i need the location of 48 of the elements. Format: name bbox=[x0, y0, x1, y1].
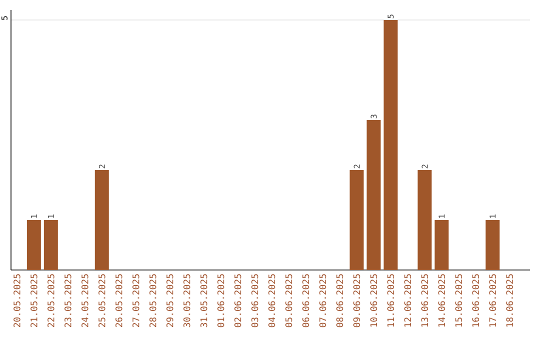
x-tick-label: 17.06.2025 bbox=[489, 274, 496, 327]
data-label: 1 bbox=[31, 214, 37, 218]
x-tick-label: 15.06.2025 bbox=[455, 274, 462, 327]
data-label: 1 bbox=[438, 214, 445, 218]
x-tick-label: 06.06.2025 bbox=[302, 274, 310, 328]
x-tick-label: 07.06.2025 bbox=[319, 274, 326, 328]
x-tick-label: 27.05.2025 bbox=[132, 274, 140, 328]
x-tick-label: 23.05.2025 bbox=[64, 274, 72, 328]
bar bbox=[434, 220, 449, 270]
x-tick-label: 02.06.2025 bbox=[234, 274, 242, 328]
x-tick-label: 25.05.2025 bbox=[98, 274, 106, 328]
bar bbox=[384, 20, 398, 270]
x-tick-label: 04.06.2025 bbox=[268, 274, 276, 328]
x-tick-label: 03.06.2025 bbox=[251, 274, 258, 328]
bar bbox=[418, 170, 432, 270]
data-label: 1 bbox=[490, 214, 496, 218]
x-tick-label: 30.05.2025 bbox=[183, 274, 190, 328]
x-tick-label: 24.05.2025 bbox=[82, 274, 88, 328]
x-tick-label: 18.06.2025 bbox=[506, 274, 514, 327]
x-tick-label: 14.06.2025 bbox=[438, 274, 446, 327]
x-tick-label: 26.05.2025 bbox=[115, 274, 122, 328]
data-label: 5 bbox=[388, 14, 394, 18]
x-tick-label: 28.05.2025 bbox=[149, 274, 156, 328]
x-tick-label: 16.06.2025 bbox=[472, 274, 480, 327]
x-tick-label: 08.06.2025 bbox=[336, 274, 344, 328]
data-label: 2 bbox=[354, 164, 360, 168]
bar bbox=[486, 220, 500, 270]
x-tick-label: 10.06.2025 bbox=[370, 274, 378, 327]
data-label: 3 bbox=[370, 114, 377, 118]
x-tick-label: 31.05.2025 bbox=[200, 274, 208, 328]
x-tick-label: 05.06.2025 bbox=[285, 274, 292, 328]
x-tick-label: 11.06.2025 bbox=[387, 274, 394, 327]
bar bbox=[366, 120, 381, 270]
bar bbox=[44, 220, 58, 270]
x-tick-label: 21.05.2025 bbox=[30, 274, 38, 328]
data-label: 1 bbox=[48, 214, 54, 218]
x-tick-label: 01.06.2025 bbox=[217, 274, 224, 328]
data-label: 2 bbox=[98, 164, 105, 168]
bar bbox=[26, 220, 41, 270]
x-tick-label: 12.06.2025 bbox=[404, 274, 412, 327]
data-label: 2 bbox=[422, 164, 428, 168]
x-tick-label: 29.05.2025 bbox=[166, 274, 174, 328]
bar bbox=[94, 170, 109, 270]
x-tick-label: 09.06.2025 bbox=[353, 274, 360, 328]
x-tick-label: 22.05.2025 bbox=[48, 274, 54, 328]
bar bbox=[350, 170, 364, 270]
x-tick-label: 13.06.2025 bbox=[421, 274, 428, 327]
x-tick-label: 20.05.2025 bbox=[14, 274, 20, 328]
